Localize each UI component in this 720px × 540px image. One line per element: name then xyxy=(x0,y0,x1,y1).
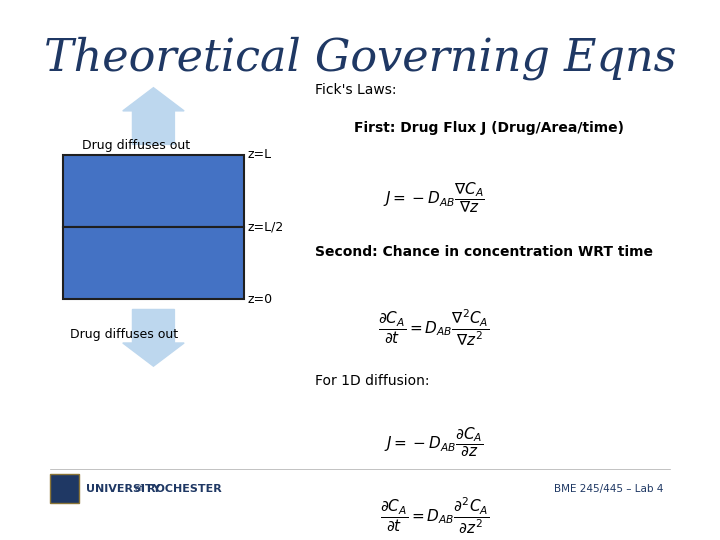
Text: z=0: z=0 xyxy=(247,293,272,306)
Bar xyxy=(63,155,244,227)
Text: $\dfrac{\partial C_A}{\partial t} = D_{AB}\dfrac{\partial^2 C_A}{\partial z^2}$: $\dfrac{\partial C_A}{\partial t} = D_{A… xyxy=(379,495,489,536)
Text: For 1D diffusion:: For 1D diffusion: xyxy=(315,374,429,388)
Text: First: Drug Flux J (Drug/Area/time): First: Drug Flux J (Drug/Area/time) xyxy=(354,121,624,135)
Text: $J = -D_{AB}\dfrac{\nabla C_A}{\nabla z}$: $J = -D_{AB}\dfrac{\nabla C_A}{\nabla z}… xyxy=(383,180,485,215)
Bar xyxy=(50,475,79,503)
FancyArrow shape xyxy=(123,309,184,366)
FancyArrow shape xyxy=(123,87,184,144)
Text: Fick's Laws:: Fick's Laws: xyxy=(315,83,396,97)
Text: $\dfrac{\partial C_A}{\partial t} = D_{AB}\dfrac{\nabla^2 C_A}{\nabla z^2}$: $\dfrac{\partial C_A}{\partial t} = D_{A… xyxy=(379,307,490,348)
Text: of: of xyxy=(135,484,143,494)
Text: $J = -D_{AB}\dfrac{\partial C_A}{\partial z}$: $J = -D_{AB}\dfrac{\partial C_A}{\partia… xyxy=(384,426,484,459)
Text: ROCHESTER: ROCHESTER xyxy=(147,484,222,494)
Text: UNIVERSITY: UNIVERSITY xyxy=(86,484,161,494)
Text: Theoretical Governing Eqns: Theoretical Governing Eqns xyxy=(44,36,676,80)
Text: Drug diffuses out: Drug diffuses out xyxy=(82,139,191,152)
Text: z=L/2: z=L/2 xyxy=(247,220,283,233)
Bar xyxy=(63,227,244,299)
Text: z=L: z=L xyxy=(247,148,271,161)
Text: Second: Chance in concentration WRT time: Second: Chance in concentration WRT time xyxy=(315,245,653,259)
Text: BME 245/445 – Lab 4: BME 245/445 – Lab 4 xyxy=(554,484,663,494)
Text: Drug diffuses out: Drug diffuses out xyxy=(70,327,178,341)
